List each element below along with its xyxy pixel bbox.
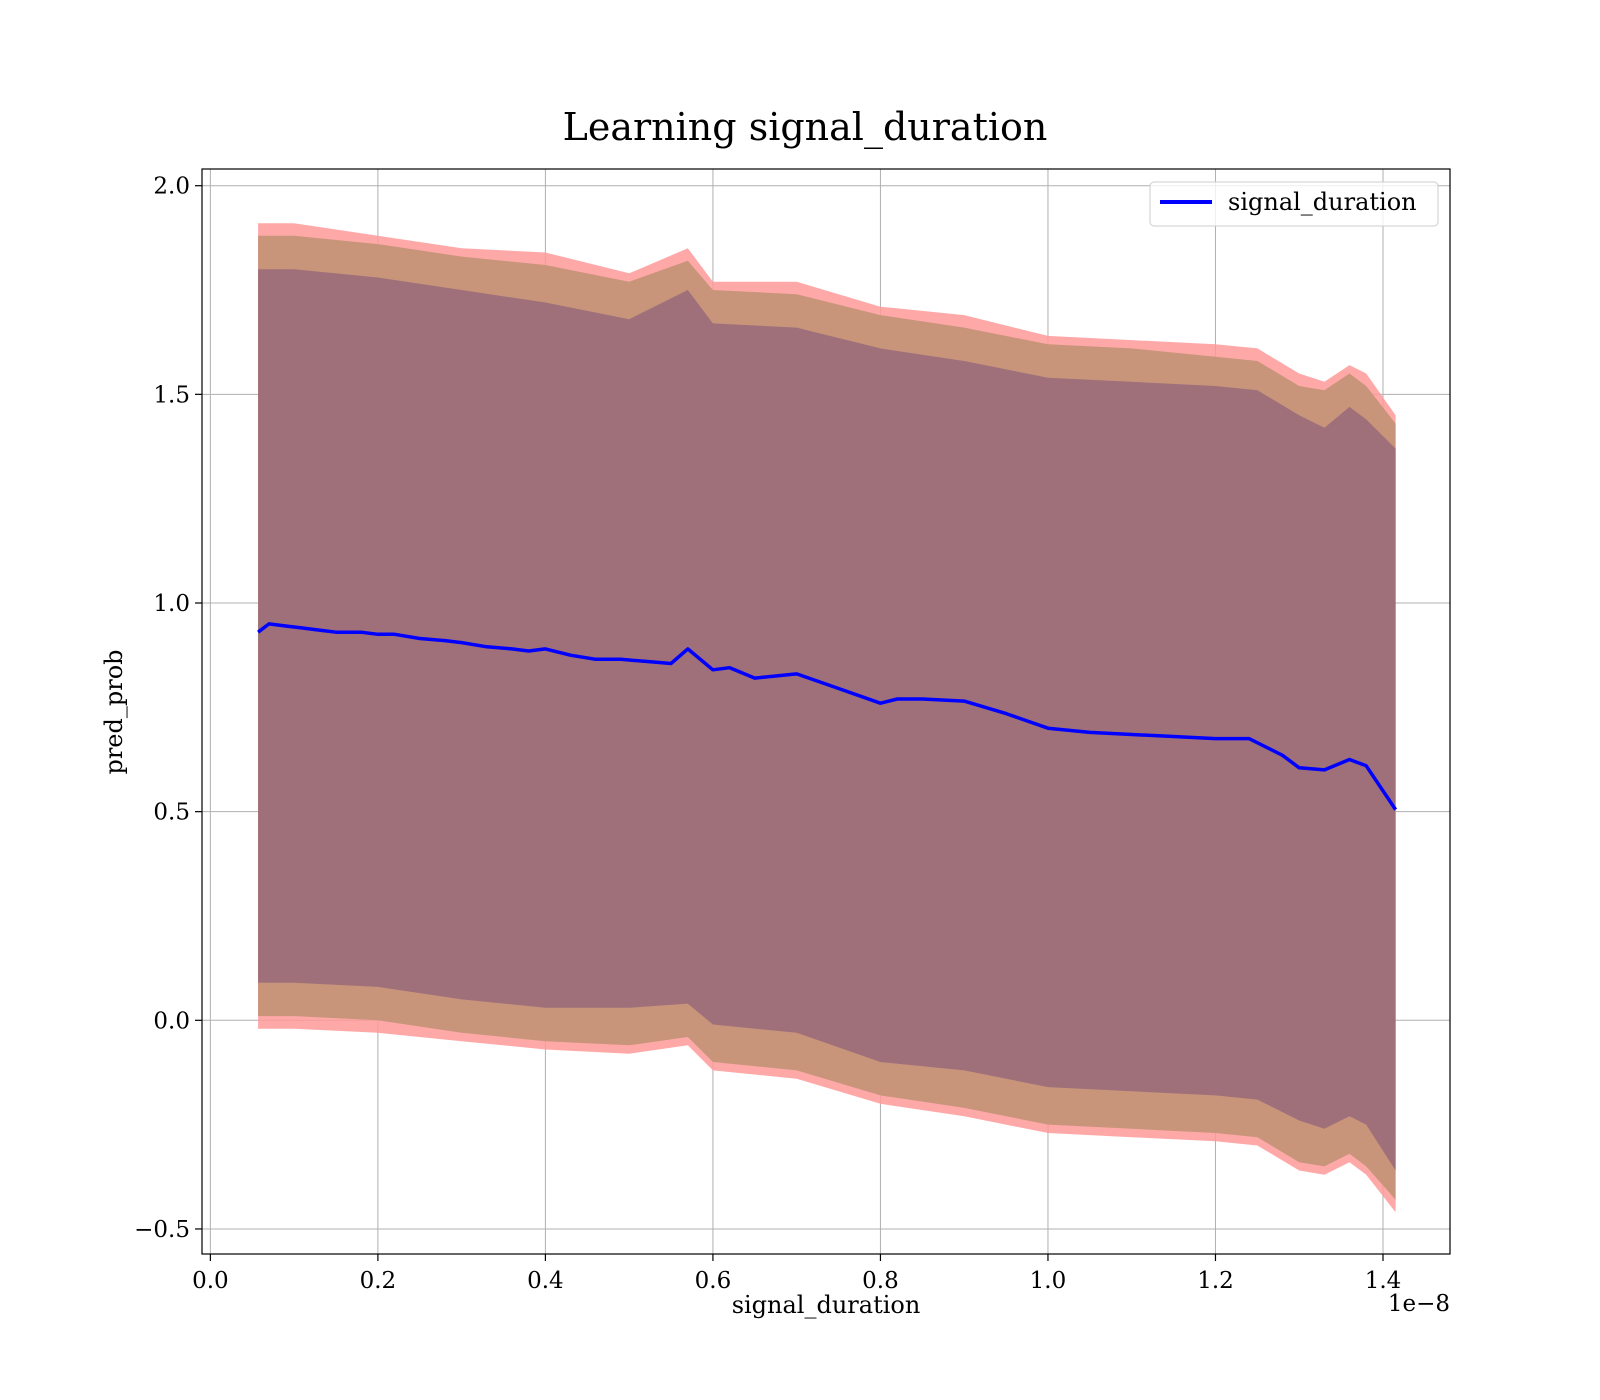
line-layer — [257, 622, 1398, 811]
y-tick-label: 2.0 — [153, 174, 190, 200]
x-axis: 0.0 0.2 0.4 0.6 0.8 1.0 1.2 1.4 — [192, 1254, 1401, 1294]
x-tick-label: 0.6 — [695, 1268, 732, 1294]
y-tick-label: 0.0 — [153, 1008, 190, 1034]
x-tick-label: 1.0 — [1030, 1268, 1067, 1294]
series-line-signal-duration — [257, 622, 1398, 811]
x-axis-offset-text: 1e−8 — [1388, 1291, 1450, 1317]
legend-entry-signal-duration: signal_duration — [1228, 188, 1417, 216]
y-axis-label: pred_prob — [100, 649, 128, 774]
x-tick-label: 0.0 — [192, 1268, 229, 1294]
x-tick-label: 0.4 — [527, 1268, 564, 1294]
band-layer — [258, 223, 1396, 1213]
x-tick-label: 0.2 — [360, 1268, 397, 1294]
y-tick-label: 1.0 — [153, 591, 190, 617]
x-axis-label: signal_duration — [732, 1291, 921, 1319]
y-axis: −0.5 0.0 0.5 1.0 1.5 2.0 — [134, 174, 202, 1243]
legend: signal_duration — [1149, 181, 1439, 227]
y-tick-label: 1.5 — [153, 382, 190, 408]
y-tick-label: −0.5 — [134, 1217, 190, 1243]
x-tick-label: 0.8 — [862, 1268, 899, 1294]
y-tick-label: 0.5 — [153, 800, 190, 826]
legend-box — [1149, 181, 1439, 227]
plot-area-frame — [201, 168, 1451, 1255]
x-tick-label: 1.4 — [1365, 1268, 1402, 1294]
band-inner — [258, 269, 1396, 1171]
x-tick-label: 1.2 — [1197, 1268, 1234, 1294]
chart-title: Learning signal_duration — [563, 105, 1048, 150]
